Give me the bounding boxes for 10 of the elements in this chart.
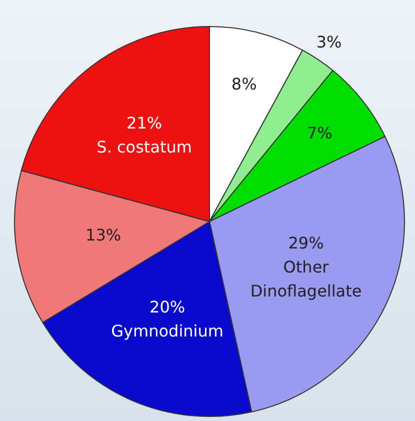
data-label: 3% bbox=[316, 32, 342, 52]
data-label: 21% bbox=[126, 113, 162, 132]
data-label: 13% bbox=[86, 226, 122, 245]
data-label: 7% bbox=[306, 124, 332, 143]
data-label: 8% bbox=[231, 74, 257, 94]
slice-label: Gymnodinium bbox=[111, 321, 224, 340]
data-label: 29% bbox=[288, 233, 324, 252]
data-label: 20% bbox=[150, 297, 186, 316]
slice-label: S. costatum bbox=[96, 137, 192, 156]
slice-label: Other Dinoflagellate bbox=[250, 257, 362, 300]
